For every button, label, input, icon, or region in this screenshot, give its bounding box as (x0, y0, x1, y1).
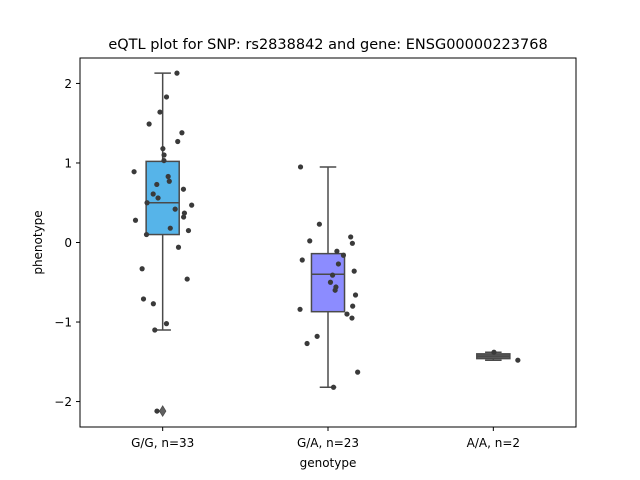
box-group (476, 349, 521, 363)
box-group (297, 164, 361, 390)
data-point (297, 306, 303, 312)
plot-area (131, 70, 521, 418)
outlier-marker (158, 405, 167, 418)
data-point (157, 109, 163, 115)
data-point (160, 146, 166, 152)
data-point (139, 266, 145, 272)
data-point (150, 191, 156, 197)
data-point (181, 210, 188, 216)
data-point (155, 195, 161, 201)
data-point (161, 152, 167, 158)
y-tick-label: −2 (54, 395, 72, 409)
data-point (515, 357, 521, 363)
data-point (314, 333, 320, 339)
data-point (172, 206, 178, 212)
y-tick-label: 2 (64, 77, 72, 91)
data-point (143, 231, 150, 238)
data-point (327, 279, 334, 285)
data-point (175, 244, 182, 250)
y-tick-label: −1 (54, 316, 72, 330)
data-point (299, 257, 305, 263)
data-point (154, 408, 160, 414)
data-point (174, 70, 180, 76)
data-point (351, 268, 357, 274)
data-point (152, 327, 158, 333)
data-point (184, 276, 190, 282)
data-point (491, 349, 497, 355)
data-point (335, 261, 342, 267)
data-point (344, 311, 350, 317)
data-point (307, 238, 313, 244)
data-point (144, 200, 150, 206)
data-point (179, 130, 185, 136)
y-axis-label: phenotype (31, 210, 45, 274)
data-point (189, 202, 195, 208)
data-point (334, 248, 340, 254)
x-tick-label: G/G, n=33 (131, 436, 194, 450)
data-point (185, 227, 192, 234)
data-point (348, 234, 354, 240)
data-point (131, 169, 137, 175)
data-point (332, 287, 338, 293)
data-point (132, 217, 139, 223)
data-point (146, 121, 152, 127)
data-point (180, 186, 187, 192)
data-point (181, 214, 187, 220)
data-point (349, 240, 355, 246)
chart-title: eQTL plot for SNP: rs2838842 and gene: E… (108, 37, 547, 53)
data-point (163, 321, 170, 327)
data-point (161, 157, 167, 164)
data-point (349, 315, 355, 321)
data-point (140, 296, 147, 302)
data-point (175, 138, 181, 145)
data-point (165, 173, 171, 180)
data-point (316, 221, 322, 227)
data-point (166, 178, 172, 184)
data-point (340, 252, 347, 258)
axes: G/G, n=33 G/A, n=23 A/A, n=2 −2 −1 0 1 2 (54, 77, 520, 450)
data-point (154, 181, 160, 188)
y-tick-label: 0 (64, 236, 72, 250)
data-point (330, 384, 337, 390)
data-point (163, 94, 170, 100)
x-axis-label: genotype (300, 456, 357, 470)
x-tick-label: G/A, n=23 (297, 436, 359, 450)
y-tick-label: 1 (64, 156, 72, 170)
data-point (355, 369, 361, 375)
x-tick-label: A/A, n=2 (467, 436, 520, 450)
data-point (297, 164, 304, 170)
data-point (150, 301, 156, 307)
data-point (329, 272, 336, 278)
box-group (131, 70, 195, 418)
data-point (352, 292, 359, 298)
box (145, 160, 180, 236)
data-point (350, 303, 356, 309)
data-point (167, 225, 173, 231)
data-point (304, 340, 310, 347)
